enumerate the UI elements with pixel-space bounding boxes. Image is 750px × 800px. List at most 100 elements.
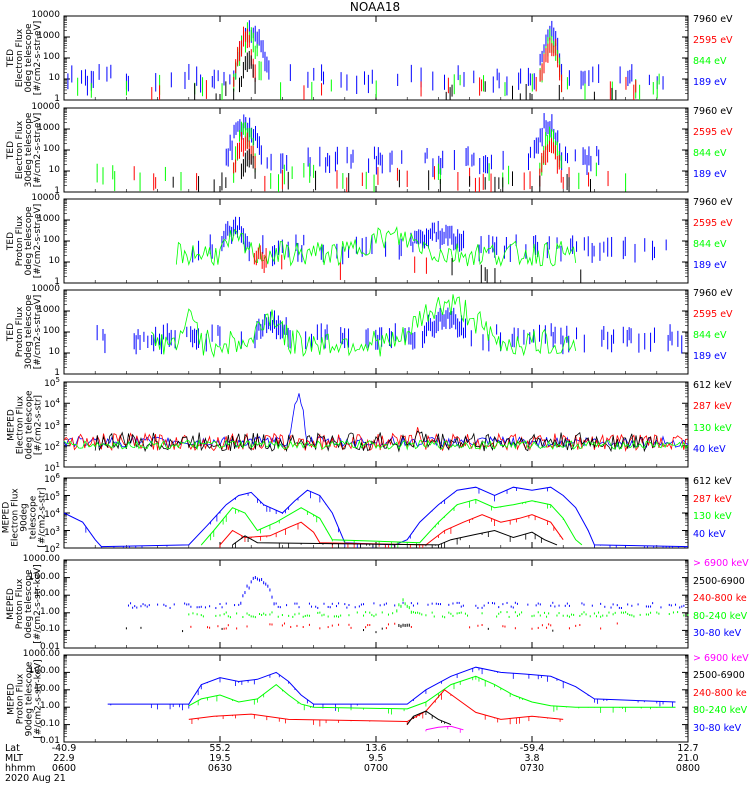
y-axis-label: MEPED Proton Flux 0deg telescope [#/cm2-s-s… — [6, 564, 43, 644]
legend-entry: 612 keV — [693, 380, 732, 391]
x-tick-time: 0730 — [519, 763, 545, 774]
y-tick-label: 1 — [54, 368, 60, 378]
x-tick-time: 0630 — [207, 763, 233, 774]
series-line — [63, 486, 689, 548]
panel-frame — [63, 381, 689, 468]
series-line — [175, 225, 577, 267]
legend-entry: 30-80 keV — [693, 722, 742, 734]
y-tick-label: 1 — [54, 277, 60, 287]
y-tick-label: 100.00 — [28, 571, 61, 582]
y-tick-label: 10.00 — [34, 589, 60, 600]
legend-entry: 7960 eV — [693, 197, 733, 208]
y-tick-label: 1000.00 — [22, 554, 60, 564]
row-header-hhmm: hhmm — [5, 763, 36, 774]
x-tick-label: -40.9 22.9 0600 — [39, 744, 89, 774]
legend-entry: 189 eV — [693, 260, 727, 271]
x-tick-mlt: 21.0 — [677, 753, 699, 764]
x-tick-mlt: 3.8 — [524, 753, 540, 764]
series-line — [107, 666, 676, 705]
y-tick-label: 10000 — [31, 102, 60, 112]
y-axis-label: TED Electron Flux 0deg telescope [#/cm2-s-s… — [6, 20, 43, 96]
y-tick-label: 105 — [44, 489, 60, 503]
y-tick-label: 0.10 — [39, 718, 60, 729]
series-line — [200, 498, 583, 546]
y-axis-label: TED Proton Flux 0deg telescope [#/cm2-s-str… — [6, 203, 43, 279]
legend-entry: 2595 eV — [693, 127, 733, 138]
legend-entry: 80-240 keV — [693, 705, 748, 717]
legend-entry: 80-240 keV — [693, 610, 748, 622]
legend-entry: 287 keV — [693, 401, 732, 413]
y-tick-label: 1 — [54, 186, 60, 196]
legend-entry: 189 eV — [693, 169, 727, 180]
panel-frame — [63, 477, 689, 549]
y-tick-label: 10 — [48, 347, 60, 357]
y-tick-label: 10000 — [31, 193, 60, 203]
series-line — [188, 675, 676, 710]
series-line — [63, 393, 689, 449]
y-tick-label: 103 — [44, 418, 60, 432]
y-tick-label: 0.01 — [39, 642, 60, 652]
legend-entry: > 6900 keV — [693, 558, 749, 569]
row-header-mlt: MLT — [5, 753, 23, 764]
legend-entry: 2500-6900 — [693, 575, 745, 587]
y-tick-label: 0.01 — [39, 736, 60, 746]
series-line — [151, 294, 577, 359]
legend-entry: 2595 eV — [693, 35, 733, 46]
series-line — [63, 439, 689, 451]
y-tick-label: 1000.00 — [22, 649, 60, 659]
y-tick-label: 1 — [54, 94, 60, 104]
y-tick-label: 100 — [42, 326, 60, 336]
legend-entry: 7960 eV — [693, 288, 733, 299]
x-tick-time: 0600 — [51, 763, 77, 774]
legend-entry: 844 eV — [693, 56, 727, 67]
x-tick-label: -59.4 3.8 0730 — [507, 744, 557, 774]
x-tick-mlt: 9.5 — [368, 753, 384, 764]
legend-entry: > 6900 keV — [693, 653, 749, 664]
row-header-lat: Lat — [5, 743, 20, 754]
x-tick-lat: -40.9 — [51, 743, 77, 754]
y-tick-label: 102 — [44, 439, 60, 453]
legend-entry: 287 keV — [693, 493, 732, 505]
x-tick-lat: 12.7 — [677, 743, 699, 754]
legend-entry: 844 eV — [693, 239, 727, 250]
y-tick-label: 1.00 — [39, 701, 60, 712]
x-tick-lat: 13.6 — [365, 743, 387, 754]
x-tick-mlt: 19.5 — [209, 753, 231, 764]
legend-entry: 612 keV — [693, 476, 732, 487]
y-tick-label: 10000 — [31, 284, 60, 294]
y-tick-label: 104 — [44, 507, 60, 520]
legend-entry: 2595 eV — [693, 309, 733, 320]
y-tick-label: 1000 — [37, 123, 60, 133]
legend-entry: 240-800 ke — [693, 687, 747, 699]
x-tick-lat: 55.2 — [209, 743, 231, 754]
legend-entry: 30-80 keV — [693, 628, 742, 640]
legend-entry: 2500-6900 — [693, 670, 745, 682]
y-tick-label: 0.10 — [39, 624, 60, 635]
y-tick-label: 10000 — [31, 10, 60, 20]
legend-entry: 240-800 ke — [693, 593, 747, 605]
series-line — [219, 514, 564, 546]
y-tick-label: 10 — [48, 73, 60, 83]
y-tick-label: 10 — [48, 165, 60, 175]
series-line — [232, 529, 558, 546]
x-tick-label: 55.2 19.5 0630 — [195, 744, 245, 774]
x-tick-label: 13.6 9.5 0700 — [351, 744, 401, 774]
date-label: 2020 Aug 21 — [5, 773, 66, 784]
legend-entry: 2595 eV — [693, 218, 733, 229]
legend-entry: 40 keV — [693, 443, 726, 455]
y-tick-label: 106 — [44, 472, 60, 485]
y-axis-label: TED Electron Flux 30deg telescope [#/cm2-s-… — [6, 112, 43, 188]
y-axis-label: MEPED Proton Flux 90deg telescope [#/cm2-s-… — [6, 658, 43, 739]
y-tick-label: 10 — [48, 256, 60, 266]
y-axis-label: MEPED Electron Flux 0deg telescope [#/cm2-s… — [6, 389, 43, 460]
series-line — [425, 725, 464, 731]
x-tick-mlt: 22.9 — [53, 753, 75, 764]
legend-entry: 189 eV — [693, 351, 727, 362]
legend-entry: 130 keV — [693, 511, 732, 522]
panel-frame — [63, 107, 689, 193]
y-tick-label: 1000 — [37, 31, 60, 41]
x-tick-time: 0800 — [675, 763, 701, 774]
legend-entry: 7960 eV — [693, 106, 733, 117]
y-tick-label: 1000 — [37, 214, 60, 224]
